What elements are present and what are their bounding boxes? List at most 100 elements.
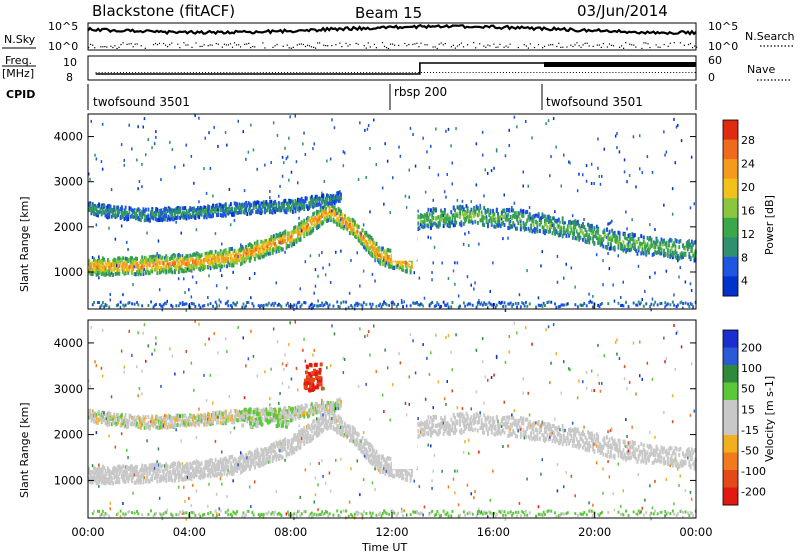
power-cell — [321, 191, 323, 195]
power-cell — [476, 301, 479, 305]
power-cell — [295, 238, 298, 243]
power-cell — [481, 214, 484, 219]
nave-point — [673, 72, 675, 73]
power-cell — [113, 257, 116, 262]
velocity-cell — [96, 509, 99, 513]
noise-point — [548, 44, 550, 46]
power-cell — [198, 261, 201, 266]
power-cell — [563, 229, 565, 234]
power-cell — [462, 213, 465, 218]
power-cell — [473, 287, 475, 291]
power-cell — [118, 268, 121, 273]
power-cell — [129, 259, 132, 264]
power-cell — [246, 203, 249, 208]
nave-point — [676, 72, 678, 73]
nave-point — [466, 72, 468, 73]
power-cell — [309, 303, 312, 307]
velocity-cell — [146, 425, 149, 430]
power-cell — [447, 220, 450, 225]
power-cell — [352, 223, 355, 228]
power-cell — [332, 304, 335, 308]
power-cell — [333, 196, 336, 201]
power-cell — [251, 302, 254, 306]
power-cell — [516, 215, 518, 220]
velocity-cell — [134, 423, 137, 427]
nave-point — [423, 72, 425, 73]
velocity-cell — [114, 445, 117, 449]
power-cell — [171, 148, 174, 152]
power-cell — [331, 212, 334, 217]
power-cell — [209, 167, 212, 170]
velocity-cell — [157, 425, 160, 430]
power-cell — [522, 225, 525, 230]
power-cell — [355, 232, 358, 237]
power-cell — [690, 155, 693, 159]
power-cell — [405, 304, 408, 308]
power-cell — [588, 223, 591, 228]
power-cell — [94, 262, 97, 267]
power-cell — [364, 231, 366, 235]
power-cell — [237, 205, 240, 210]
power-cell — [205, 254, 208, 259]
power-cell — [133, 212, 136, 216]
power-cell — [208, 254, 211, 259]
power-cell — [274, 206, 277, 211]
power-cell — [480, 210, 483, 215]
power-cell — [288, 304, 290, 308]
noise-point — [339, 42, 341, 44]
power-cell — [440, 217, 442, 222]
noise-point — [308, 45, 311, 47]
noise-point — [122, 42, 124, 44]
power-cell — [209, 302, 212, 306]
power-cell — [219, 203, 222, 208]
power-cell — [166, 258, 169, 263]
power-cell — [599, 238, 602, 243]
power-cell — [313, 216, 316, 221]
power-cell — [110, 263, 113, 268]
power-cell — [579, 226, 582, 231]
power-cell — [504, 154, 507, 158]
power-cell — [598, 174, 600, 178]
power-cell — [252, 251, 255, 256]
power-cell — [381, 186, 384, 190]
power-cell — [580, 303, 583, 307]
power-cell — [541, 225, 544, 230]
power-cell — [88, 261, 90, 266]
power-cell — [303, 226, 306, 231]
power-cell — [146, 262, 149, 267]
power-cell — [298, 216, 300, 220]
power-cell — [646, 242, 649, 247]
velocity-cell — [126, 476, 128, 481]
nave-point — [399, 72, 401, 73]
power-cell — [671, 255, 674, 260]
power-cell — [279, 232, 282, 237]
power-cell — [269, 196, 271, 200]
velocity-cell — [95, 431, 98, 435]
power-cell — [499, 302, 502, 305]
power-cell — [98, 257, 100, 262]
power-cell — [318, 201, 321, 206]
power-cell — [592, 239, 594, 244]
power-cell — [479, 203, 481, 207]
nave-point — [679, 72, 681, 73]
power-cell — [153, 258, 156, 262]
velocity-cell — [104, 416, 107, 421]
power-cell — [375, 304, 378, 308]
power-cell — [257, 208, 260, 213]
power-cell — [298, 237, 301, 242]
power-cell — [599, 303, 602, 306]
power-cell — [238, 255, 241, 260]
velocity-cell — [157, 447, 160, 451]
power-cell — [384, 251, 387, 256]
noise-point — [552, 44, 554, 46]
power-cell — [208, 251, 211, 256]
power-cell — [459, 204, 461, 209]
power-cell — [386, 262, 389, 267]
noise-point — [669, 42, 671, 44]
power-cell — [89, 271, 92, 276]
power-cell — [217, 213, 220, 217]
velocity-cell — [152, 514, 155, 518]
nave-point — [284, 72, 286, 73]
power-cell — [217, 263, 220, 268]
power-cell — [597, 166, 599, 170]
